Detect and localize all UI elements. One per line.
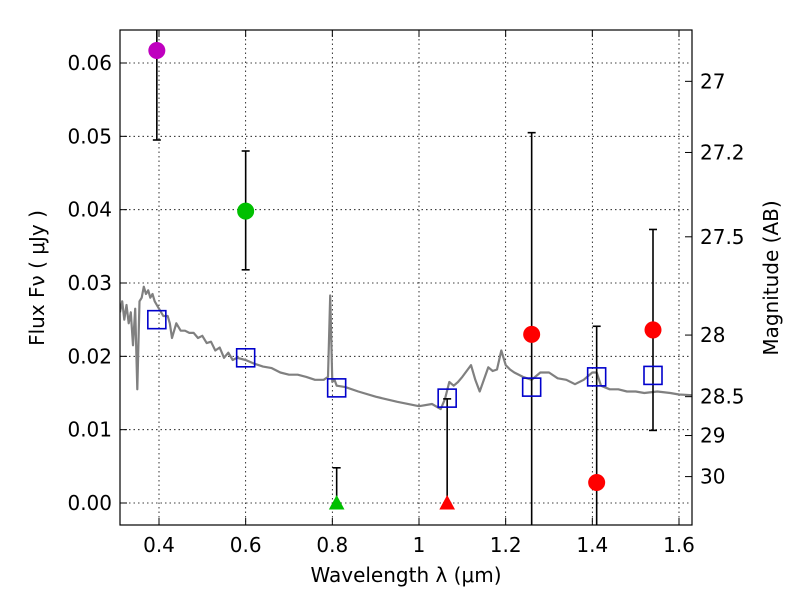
x-tick-label: 1.4 bbox=[576, 533, 608, 557]
y-axis-title: Flux Fν ( μJy ) bbox=[25, 210, 49, 346]
model-photometry-square bbox=[586, 367, 607, 387]
y-tick-label: 0.05 bbox=[67, 124, 112, 148]
model-photometry-square bbox=[147, 309, 167, 330]
x-axis-title: Wavelength λ (μm) bbox=[310, 563, 501, 587]
y-tick-label: 0.01 bbox=[67, 418, 112, 442]
x-tick-label: 1.6 bbox=[663, 533, 695, 557]
model-photometry-square bbox=[326, 378, 347, 398]
observed-flux-point bbox=[523, 325, 541, 343]
model-photometry-square bbox=[437, 388, 457, 408]
plot-frame bbox=[119, 29, 693, 526]
sed-model-line bbox=[120, 285, 692, 411]
x-tick-label: 1.2 bbox=[490, 533, 522, 557]
mag-tick-label: 27.2 bbox=[700, 140, 745, 164]
model-photometry-square bbox=[235, 347, 256, 368]
observed-flux-point bbox=[237, 202, 255, 220]
x-tick-label: 0.4 bbox=[143, 533, 175, 557]
model-photometry-square bbox=[521, 377, 542, 397]
mag-tick-label: 27.5 bbox=[700, 225, 745, 249]
mag-tick-label: 28 bbox=[700, 323, 725, 347]
data-layer bbox=[120, 30, 692, 525]
y-tick-label: 0.02 bbox=[67, 344, 112, 368]
observed-flux-point bbox=[588, 473, 606, 491]
x-tick-label: 0.8 bbox=[316, 533, 348, 557]
upper-limit-triangle bbox=[328, 494, 345, 510]
y-tick-label: 0.03 bbox=[67, 271, 112, 295]
model-photometry-square bbox=[643, 365, 663, 386]
mag-tick-label: 30 bbox=[700, 465, 725, 489]
y-tick-label: 0.00 bbox=[67, 491, 112, 515]
grid-lines bbox=[120, 30, 692, 525]
observed-flux-point bbox=[148, 42, 166, 60]
upper-limit-triangle bbox=[439, 494, 456, 510]
mag-tick-label: 27 bbox=[700, 69, 725, 93]
x-tick-label: 0.6 bbox=[230, 533, 262, 557]
y2-axis-title: Magnitude (AB) bbox=[759, 200, 783, 355]
axis-ticks: 0.4 0.6 0.8 1 1.2 1.4 1.6 0.00 0.01 0.02 0.03 0.04 0… bbox=[67, 30, 745, 557]
mag-tick-label: 29 bbox=[700, 424, 725, 448]
x-tick-label: 1 bbox=[413, 533, 426, 557]
observed-flux-point bbox=[644, 321, 662, 339]
mag-tick-label: 28.5 bbox=[700, 385, 745, 409]
y-tick-label: 0.06 bbox=[67, 51, 112, 75]
y-tick-label: 0.04 bbox=[67, 198, 112, 222]
